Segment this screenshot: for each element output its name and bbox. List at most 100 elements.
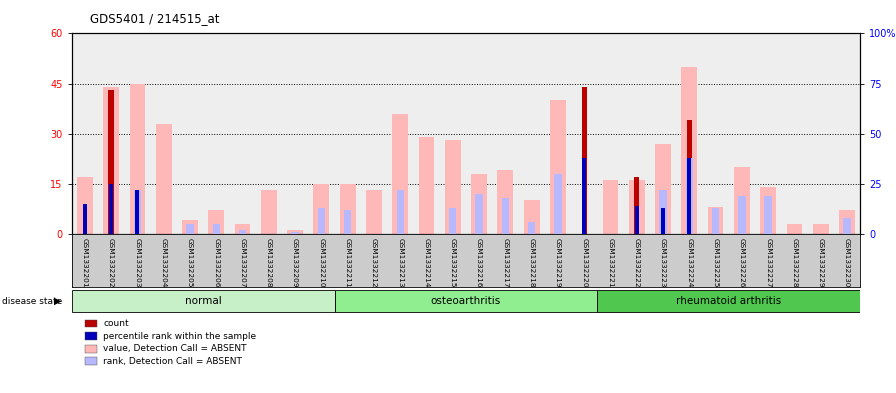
Text: GSM1332201: GSM1332201 (82, 237, 88, 287)
Text: GSM1332223: GSM1332223 (660, 237, 666, 287)
Text: osteoarthritis: osteoarthritis (431, 296, 501, 306)
Bar (291, 232, 298, 234)
Text: disease state: disease state (2, 297, 62, 306)
Text: GSM1332209: GSM1332209 (292, 237, 298, 287)
Bar (686, 120, 692, 234)
Text: GSM1332230: GSM1332230 (844, 237, 850, 287)
Bar (682, 67, 697, 234)
Bar (813, 224, 829, 234)
Bar (685, 158, 693, 234)
Bar (661, 208, 665, 234)
Text: GSM1332214: GSM1332214 (424, 237, 429, 287)
Bar (156, 123, 171, 234)
Bar (708, 207, 723, 234)
Bar (555, 174, 562, 234)
Text: rank, Detection Call = ABSENT: rank, Detection Call = ABSENT (103, 357, 242, 365)
Text: GSM1332216: GSM1332216 (476, 237, 482, 287)
Bar (340, 184, 356, 234)
Bar (582, 158, 586, 234)
Bar (261, 190, 277, 234)
Bar (787, 224, 802, 234)
Bar (738, 196, 745, 234)
Bar (476, 194, 483, 234)
Bar (314, 184, 329, 234)
Bar (449, 208, 456, 234)
Bar (77, 177, 92, 234)
Bar (712, 208, 719, 234)
Bar (634, 177, 640, 234)
Bar (659, 190, 667, 234)
Bar (288, 230, 303, 234)
Bar (634, 206, 639, 234)
Text: GSM1332202: GSM1332202 (108, 237, 114, 287)
Bar (655, 143, 671, 234)
Bar (764, 196, 771, 234)
Bar (840, 210, 855, 234)
Text: value, Detection Call = ABSENT: value, Detection Call = ABSENT (103, 344, 246, 353)
Bar (108, 90, 114, 234)
Bar (239, 230, 246, 234)
Text: GSM1332227: GSM1332227 (765, 237, 771, 287)
Bar (582, 87, 587, 234)
Bar (103, 87, 119, 234)
Text: GSM1332228: GSM1332228 (791, 237, 797, 287)
FancyBboxPatch shape (334, 290, 598, 312)
Bar (135, 190, 140, 234)
Text: GSM1332205: GSM1332205 (187, 237, 193, 287)
Text: GSM1332224: GSM1332224 (686, 237, 693, 287)
Bar (843, 218, 850, 234)
Bar (134, 190, 141, 234)
Text: rheumatoid arthritis: rheumatoid arthritis (676, 296, 781, 306)
Bar (212, 224, 220, 234)
Text: GSM1332204: GSM1332204 (160, 237, 167, 287)
Text: GSM1332212: GSM1332212 (371, 237, 377, 287)
Text: GDS5401 / 214515_at: GDS5401 / 214515_at (90, 12, 220, 25)
Bar (550, 100, 565, 234)
Bar (528, 222, 535, 234)
Bar (392, 114, 408, 234)
Text: GSM1332229: GSM1332229 (818, 237, 823, 287)
Bar (235, 224, 250, 234)
Text: ▶: ▶ (54, 296, 61, 306)
Bar (209, 210, 224, 234)
Text: GSM1332222: GSM1332222 (633, 237, 640, 287)
FancyBboxPatch shape (72, 290, 334, 312)
Text: GSM1332217: GSM1332217 (503, 237, 508, 287)
Text: count: count (103, 319, 129, 328)
Bar (318, 208, 325, 234)
Text: GSM1332220: GSM1332220 (582, 237, 587, 287)
Bar (182, 220, 198, 234)
Bar (629, 180, 644, 234)
Bar (445, 140, 461, 234)
Bar (687, 158, 692, 234)
Bar (497, 170, 513, 234)
Bar (109, 184, 113, 234)
Bar (471, 174, 487, 234)
Text: GSM1332215: GSM1332215 (450, 237, 456, 287)
Text: GSM1332226: GSM1332226 (739, 237, 745, 287)
Text: GSM1332208: GSM1332208 (266, 237, 271, 287)
Text: percentile rank within the sample: percentile rank within the sample (103, 332, 256, 340)
Text: GSM1332213: GSM1332213 (397, 237, 403, 287)
Text: GSM1332203: GSM1332203 (134, 237, 141, 287)
FancyBboxPatch shape (598, 290, 860, 312)
Bar (603, 180, 618, 234)
Text: GSM1332210: GSM1332210 (318, 237, 324, 287)
Text: GSM1332225: GSM1332225 (712, 237, 719, 287)
Text: GSM1332218: GSM1332218 (529, 237, 535, 287)
Bar (186, 224, 194, 234)
Text: GSM1332206: GSM1332206 (213, 237, 220, 287)
Bar (502, 198, 509, 234)
Text: GSM1332219: GSM1332219 (555, 237, 561, 287)
Bar (397, 190, 404, 234)
Text: normal: normal (185, 296, 221, 306)
Bar (366, 190, 382, 234)
Bar (524, 200, 539, 234)
Text: GSM1332207: GSM1332207 (239, 237, 246, 287)
Bar (734, 167, 750, 234)
Bar (418, 137, 435, 234)
Bar (82, 204, 87, 234)
Text: GSM1332221: GSM1332221 (607, 237, 614, 287)
Text: GSM1332211: GSM1332211 (345, 237, 350, 287)
Bar (761, 187, 776, 234)
